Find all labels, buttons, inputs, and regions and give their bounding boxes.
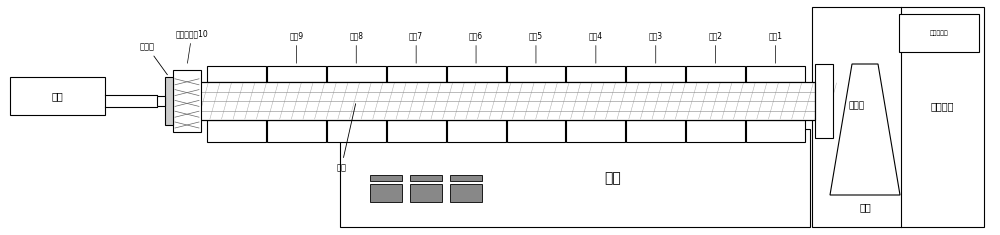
Bar <box>327 120 386 142</box>
Bar <box>626 120 685 142</box>
Bar <box>812 7 984 227</box>
Text: 腔室8: 腔室8 <box>349 31 363 63</box>
Bar <box>507 66 565 82</box>
Text: 腔室1: 腔室1 <box>769 31 783 63</box>
Text: 腔室5: 腔室5 <box>529 31 543 63</box>
Bar <box>686 66 745 82</box>
Bar <box>207 66 266 82</box>
Bar <box>165 77 173 125</box>
Text: 减速箱体: 减速箱体 <box>931 101 954 111</box>
Bar <box>450 184 482 202</box>
Text: 水槽: 水槽 <box>52 91 63 101</box>
Bar <box>173 70 201 132</box>
Bar <box>447 120 506 142</box>
Bar <box>566 120 625 142</box>
Text: 腔室9: 腔室9 <box>289 31 303 63</box>
Bar <box>267 120 326 142</box>
Bar <box>327 66 386 82</box>
Bar <box>387 66 446 82</box>
Bar <box>340 129 810 227</box>
Text: 腔室4: 腔室4 <box>589 31 603 63</box>
Text: 机座: 机座 <box>604 171 621 185</box>
Bar <box>746 66 805 82</box>
Text: 腔室7: 腔室7 <box>409 31 423 63</box>
Bar <box>626 66 685 82</box>
Polygon shape <box>830 64 900 195</box>
Bar <box>410 175 442 181</box>
Bar <box>175 82 815 120</box>
Text: 料斗: 料斗 <box>859 202 871 212</box>
Text: 腔室2: 腔室2 <box>709 31 723 63</box>
Bar <box>450 175 482 181</box>
Text: 腔室3: 腔室3 <box>649 31 663 63</box>
Bar <box>410 184 442 202</box>
Text: 螺杆: 螺杆 <box>336 104 356 172</box>
Bar <box>10 77 105 115</box>
Bar <box>507 120 565 142</box>
Bar <box>157 96 165 106</box>
Bar <box>370 184 402 202</box>
Bar <box>267 66 326 82</box>
Bar <box>686 120 745 142</box>
Text: 腔室6: 腔室6 <box>469 31 483 63</box>
Text: 伺服减速器: 伺服减速器 <box>930 30 948 36</box>
Bar <box>566 66 625 82</box>
Bar <box>746 120 805 142</box>
Bar <box>815 64 833 138</box>
Bar <box>370 175 402 181</box>
Bar <box>175 82 815 120</box>
Bar <box>387 120 446 142</box>
Bar <box>899 14 979 52</box>
Text: 分流板: 分流板 <box>140 42 167 75</box>
Text: 加热器腔室10: 加热器腔室10 <box>176 29 208 63</box>
Bar <box>447 66 506 82</box>
Text: 电动机: 电动机 <box>849 102 865 110</box>
Bar <box>207 120 266 142</box>
